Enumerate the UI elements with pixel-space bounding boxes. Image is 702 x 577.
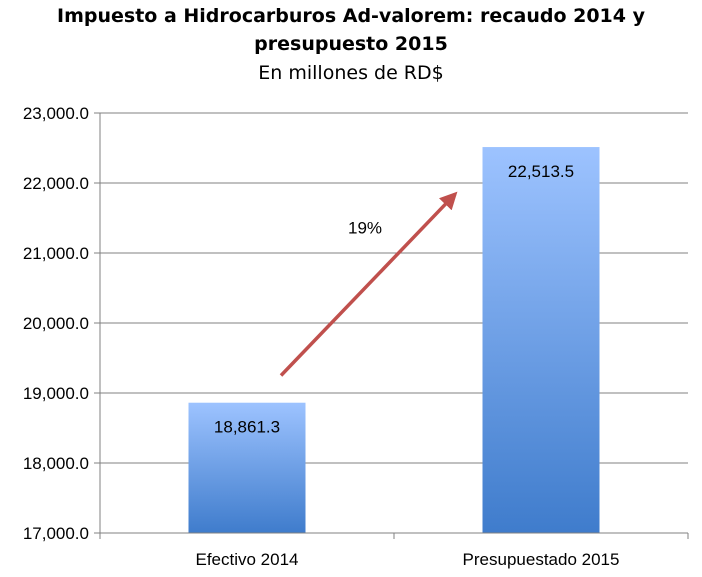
- chart-title-line2: presupuesto 2015: [254, 33, 448, 55]
- bar: [188, 402, 306, 533]
- data-label: 22,513.5: [508, 162, 574, 181]
- y-tick-label: 22,000.0: [23, 174, 89, 193]
- y-tick-label: 17,000.0: [23, 524, 89, 543]
- x-tick-label: Presupuestado 2015: [463, 550, 620, 569]
- y-tick-label: 21,000.0: [23, 244, 89, 263]
- growth-percent-label: 19%: [348, 218, 382, 237]
- y-tick-label: 20,000.0: [23, 314, 89, 333]
- data-label: 18,861.3: [214, 418, 280, 437]
- growth-arrow: [279, 191, 458, 377]
- chart-title: Impuesto a Hidrocarburos Ad-valorem: rec…: [57, 5, 645, 27]
- y-tick-label: 18,000.0: [23, 454, 89, 473]
- y-tick-label: 23,000.0: [23, 104, 89, 123]
- chart-subtitle: En millones de RD$: [258, 62, 444, 84]
- x-tick-label: Efectivo 2014: [195, 550, 298, 569]
- bar: [482, 147, 600, 533]
- y-tick-label: 19,000.0: [23, 384, 89, 403]
